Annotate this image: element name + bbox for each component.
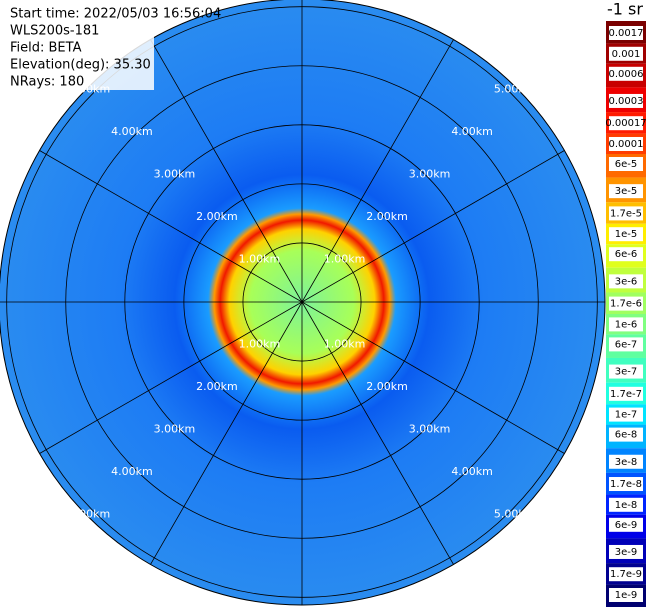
- range-label: 2.00km: [196, 210, 238, 223]
- colorbar-label-bg: [609, 274, 643, 289]
- range-ring: [6, 6, 598, 598]
- spoke: [39, 150, 303, 303]
- colorbar-label: 6e-6: [615, 249, 638, 260]
- range-label: 4.00km: [451, 125, 493, 138]
- range-label: 1.00km: [324, 338, 366, 351]
- colorbar-label-bg: [609, 567, 643, 582]
- colorbar: -1 sr 0.0017 0.001 0.0006 0.0003 0.00017 0.000…: [605, 0, 647, 607]
- colorbar-label: 3e-5: [615, 186, 638, 197]
- range-label: 3.00km: [154, 167, 196, 180]
- range-label: 2.00km: [366, 210, 408, 223]
- colorbar-label-bg: [609, 296, 643, 311]
- polar-grid: 1.00km 1.00km 1.00km 1.00km 2.00km 2.00km 2.00…: [0, 0, 606, 606]
- range-label: 5.00km: [494, 508, 536, 521]
- spoke: [150, 39, 303, 303]
- colorbar-label-bg: [609, 247, 643, 262]
- range-ring: [65, 65, 539, 539]
- colorbar-title: -1 sr: [607, 0, 643, 19]
- colorbar-label-bg: [609, 454, 643, 469]
- colorbar-label-bg: [609, 364, 643, 379]
- colorbar-label-bg: [609, 136, 643, 151]
- colorbar-label-bg: [609, 116, 643, 131]
- spoke: [150, 301, 303, 565]
- colorbar-label: 0.0003: [609, 96, 644, 107]
- colorbar-label: 3e-8: [615, 457, 638, 468]
- info-line: Field: BETA: [10, 41, 82, 56]
- colorbar-label-bg: [609, 157, 643, 172]
- range-ring: [124, 124, 480, 480]
- range-label: 4.00km: [451, 465, 493, 478]
- colorbar-label-bg: [609, 66, 643, 81]
- range-label: 3.00km: [409, 167, 451, 180]
- colorbar-label-bg: [609, 93, 643, 108]
- colorbar-label: 0.0001: [609, 139, 644, 150]
- info-line: NRays: 180: [10, 75, 84, 90]
- colorbar-label: 1e-5: [615, 229, 638, 240]
- spoke: [301, 301, 565, 454]
- colorbar-label: 1e-8: [615, 500, 638, 511]
- info-line: WLS200s-181: [10, 24, 99, 39]
- colorbar-label-bg: [609, 588, 643, 602]
- colorbar-label: 1e-7: [615, 410, 638, 421]
- colorbar-label-bg: [609, 427, 643, 442]
- range-label: 5.00km: [494, 82, 536, 95]
- info-line: Elevation(deg): 35.30: [10, 58, 151, 73]
- colorbar-label-bg: [609, 184, 643, 199]
- colorbar-label: 6e-8: [615, 430, 638, 441]
- range-label: 3.00km: [154, 423, 196, 436]
- colorbar-label: 6e-5: [615, 159, 638, 170]
- colorbar-label: 6e-7: [615, 339, 638, 350]
- colorbar-label: 0.0017: [609, 28, 644, 39]
- range-label: 5.00km: [69, 508, 111, 521]
- colorbar-label: 1.7e-9: [610, 569, 642, 580]
- colorbar-label-bg: [609, 386, 643, 401]
- colorbar-label-bg: [609, 407, 643, 422]
- spoke: [301, 39, 454, 303]
- colorbar-label: 1.7e-8: [610, 479, 642, 490]
- range-ring: [183, 183, 421, 421]
- colorbar-label: 3e-6: [615, 276, 638, 287]
- colorbar-label: 0.0006: [609, 69, 644, 80]
- range-label: 1.00km: [239, 252, 281, 265]
- colorbar-label: 3e-7: [615, 367, 638, 378]
- colorbar-label-bg: [609, 497, 643, 512]
- range-label: 4.00km: [111, 465, 153, 478]
- range-ring: [242, 242, 362, 362]
- colorbar-label-bg: [609, 46, 643, 61]
- outer-ring: [0, 0, 606, 606]
- colorbar-label-bg: [609, 317, 643, 332]
- colorbar-label-bg: [609, 227, 643, 242]
- colorbar-label: 1e-9: [615, 590, 638, 601]
- colorbar-label: 6e-9: [615, 520, 638, 531]
- colorbar-label: 1.7e-7: [610, 389, 642, 400]
- colorbar-label-bg: [609, 206, 643, 221]
- colorbar-label: 1.7e-6: [610, 299, 642, 310]
- colorbar-label: 0.001: [612, 49, 641, 60]
- colorbar-label-bg: [609, 544, 643, 559]
- colorbar-label: 0.00017: [605, 118, 646, 129]
- info-background: [8, 4, 154, 90]
- colorbar-label-bg: [609, 337, 643, 352]
- info-line: Start time: 2022/05/03 16:56:04: [10, 7, 221, 22]
- colorbar-label-bg: [609, 477, 643, 492]
- range-label: 1.00km: [324, 252, 366, 265]
- spoke: [301, 150, 565, 303]
- colorbar-label: 1.7e-5: [610, 208, 642, 219]
- range-label: 2.00km: [366, 380, 408, 393]
- colorbar-label-bg: [609, 517, 643, 532]
- colorbar-label: 3e-9: [615, 547, 638, 558]
- colorbar-label-bg: [609, 26, 643, 40]
- spoke: [39, 301, 303, 454]
- range-label: 4.00km: [111, 125, 153, 138]
- range-label: 1.00km: [239, 338, 281, 351]
- spoke: [301, 301, 454, 565]
- range-label: 3.00km: [409, 423, 451, 436]
- info-box: Start time: 2022/05/03 16:56:04 WLS200s-1…: [8, 4, 221, 90]
- range-label: 2.00km: [196, 380, 238, 393]
- colorbar-label: 1e-6: [615, 319, 638, 330]
